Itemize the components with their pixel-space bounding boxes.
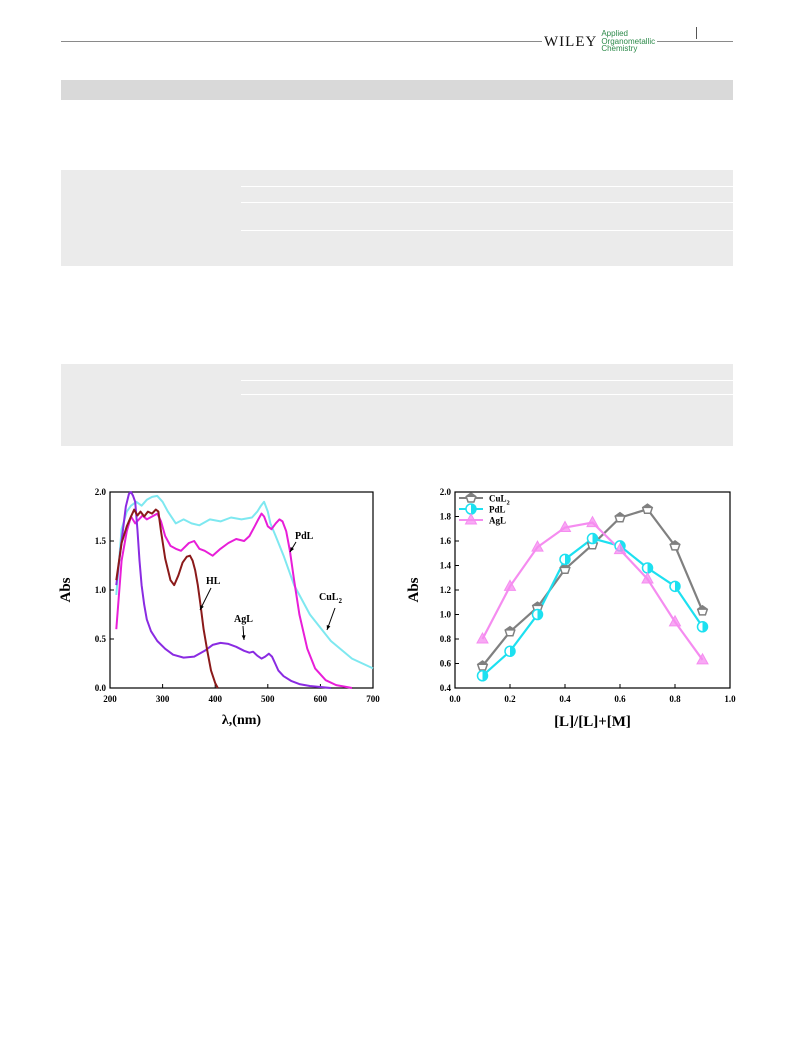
uv-vis-spectra-chart: 200 300 400 500 600 700 0.0 0.5 1.0 1.5 2.0 λ,(nm) A… [58, 487, 380, 728]
x-tick-label: 0.6 [614, 694, 626, 704]
legend-label-pdl: PdL [489, 505, 506, 515]
data-point-pdl [559, 553, 571, 566]
y-tick-label: 1.2 [440, 585, 452, 595]
journal-line-3: Chemistry [601, 44, 638, 53]
x-tick-label: 400 [208, 694, 222, 704]
data-point-pdl [504, 645, 516, 657]
data-point-cul2 [641, 503, 654, 514]
data-point-agl [531, 540, 544, 552]
series-line-pdl [115, 512, 353, 689]
x-tick-label: 0.4 [559, 694, 571, 704]
data-point-agl [476, 631, 489, 644]
y-tick-label: 0.4 [440, 683, 452, 693]
data-point-cul2 [504, 625, 516, 637]
x-tick-label: 700 [366, 694, 380, 704]
data-point-agl [613, 542, 627, 555]
x-tick-label: 300 [156, 694, 170, 704]
series-line-agl [115, 491, 331, 689]
legend-marker-agl [464, 512, 478, 525]
data-point-pdl [476, 670, 489, 682]
legend-marker-cul2 [465, 492, 477, 503]
x-tick-label: 600 [314, 694, 328, 704]
journal-line-1: Applied [601, 29, 628, 38]
header-tick [696, 27, 697, 39]
y-tick-label: 0.8 [440, 634, 452, 644]
data-point-pdl [669, 580, 681, 593]
data-point-cul2 [559, 563, 571, 574]
arrow-hl-head [200, 605, 204, 610]
y-tick-label: 2.0 [440, 487, 452, 497]
series-line-pdl [481, 537, 704, 677]
y-tick-label: 1.0 [95, 585, 107, 595]
x-axis-label: λ,(nm) [222, 713, 261, 728]
annotation-pdl: PdL [295, 531, 314, 542]
data-point-pdl [531, 608, 544, 621]
publisher-logo: WILEY Applied Organometallic Chemistry [542, 30, 658, 53]
y-axis-label: Abs [406, 577, 422, 602]
annotation-hl: HL [206, 576, 221, 587]
legend-label-agl: AgL [489, 516, 506, 526]
y-tick-label: 1.6 [440, 536, 452, 546]
data-point-agl [586, 515, 599, 528]
annotation-cul2: CuL2 [319, 592, 342, 605]
x-tick-label: 0.0 [449, 694, 461, 704]
plot-frame [109, 491, 374, 689]
y-tick-label: 0.6 [440, 659, 452, 669]
legend-marker-pdl [465, 503, 477, 515]
data-point-cul2 [614, 511, 626, 523]
y-tick-label: 0.5 [95, 634, 107, 644]
arrow-cul2-head [326, 625, 331, 630]
y-axis-label: Abs [58, 577, 74, 602]
table-row-band-1 [61, 170, 733, 266]
data-point-agl [558, 520, 572, 533]
series-line-hl [115, 508, 219, 689]
arrow-pdl-head [290, 547, 295, 552]
journal-line-2: Organometallic [601, 36, 656, 46]
y-tick-label: 1.5 [95, 536, 107, 546]
data-point-cul2 [669, 539, 681, 551]
journal-title: Applied Organometallic Chemistry [601, 30, 655, 53]
x-tick-label: 1.0 [724, 694, 736, 704]
annotation-agl: AgL [234, 614, 253, 625]
y-tick-label: 0.0 [95, 683, 107, 693]
x-tick-label: 0.2 [504, 694, 516, 704]
data-point-pdl [586, 532, 599, 545]
publisher-name: WILEY [544, 34, 598, 50]
series-line-cul2 [115, 494, 374, 670]
y-tick-label: 1.0 [440, 610, 452, 620]
data-point-cul2 [476, 660, 489, 671]
legend-label-cul2: CuL2 [489, 494, 510, 507]
arrow-agl-head [241, 635, 246, 640]
job-plot-chart: 0.0 0.2 0.4 0.6 0.8 1.0 0.4 0.6 0.8 1.0 1.2 1.4 1.6 1… [406, 487, 736, 730]
data-point-pdl [641, 562, 654, 574]
y-tick-label: 2.0 [95, 487, 107, 497]
data-point-agl [503, 579, 517, 591]
table-header-band [61, 80, 733, 100]
data-point-agl [696, 652, 709, 665]
x-tick-label: 500 [261, 694, 275, 704]
data-point-agl [641, 571, 654, 584]
x-axis-label: [L]/[L]+[M] [554, 714, 631, 730]
data-point-cul2 [696, 604, 709, 616]
x-tick-label: 0.8 [669, 694, 681, 704]
y-tick-label: 1.8 [440, 512, 452, 522]
data-point-pdl [696, 621, 709, 633]
data-point-agl [668, 614, 682, 627]
header-rule [61, 41, 733, 42]
y-tick-label: 1.4 [440, 561, 452, 571]
table-row-band-2 [61, 364, 733, 446]
x-tick-label: 200 [103, 694, 117, 704]
